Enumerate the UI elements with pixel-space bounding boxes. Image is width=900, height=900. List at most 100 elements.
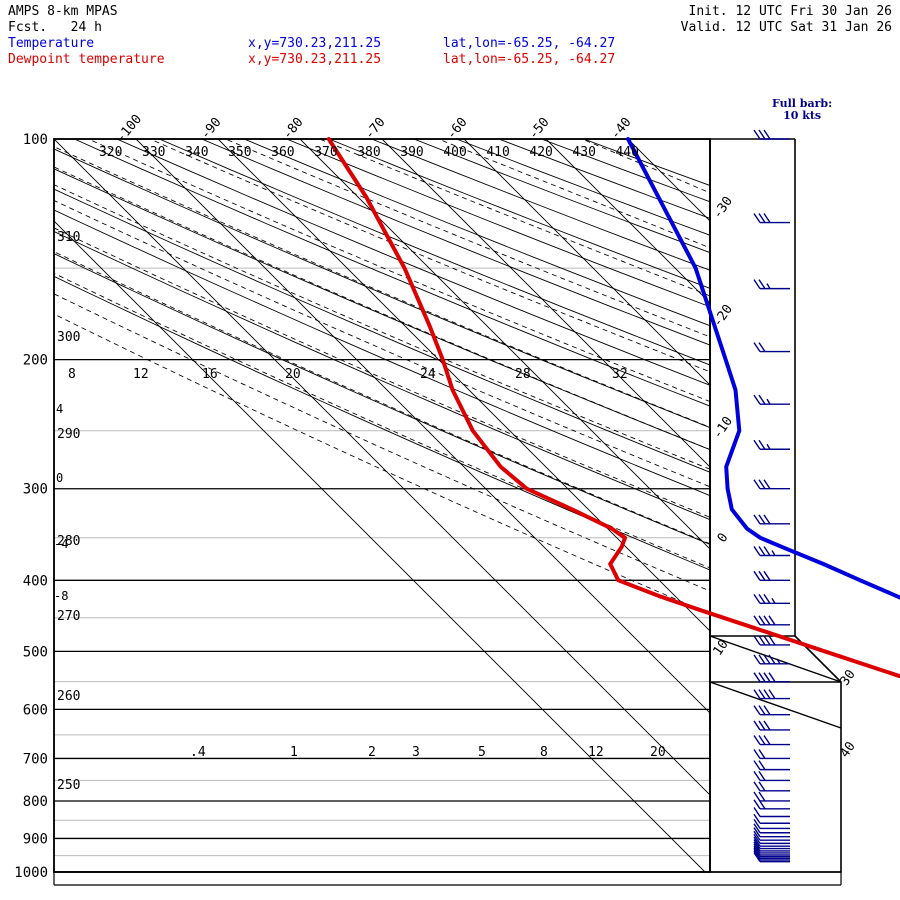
wind-barb-legend: Full barb: 10 kts xyxy=(772,98,832,122)
dry-adiabat-label: 440 xyxy=(615,145,638,160)
pressure-tick-label: 600 xyxy=(23,702,48,718)
mixing-ratio-label: 1 xyxy=(290,745,298,760)
pressure-tick-label: 700 xyxy=(23,751,48,767)
pressure-tick-label: 400 xyxy=(23,573,48,589)
wind-barb xyxy=(753,735,790,746)
wind-barb xyxy=(753,615,790,626)
dry-adiabat-label: 420 xyxy=(529,145,552,160)
dry-adiabat-label: 320 xyxy=(99,145,122,160)
isotherm-lines xyxy=(54,139,710,872)
mixing-ratio-label: 5 xyxy=(478,745,486,760)
wind-barb xyxy=(753,823,790,834)
mixing-ratio-label: 8 xyxy=(540,745,548,760)
dry-adiabat-label: 280 xyxy=(57,534,80,549)
wind-barb xyxy=(753,807,790,818)
temperature-right-tick: 10 xyxy=(710,637,731,658)
moist-adiabat-label: 0 xyxy=(56,471,63,485)
temperature-right-tick: 30 xyxy=(837,667,858,688)
grid-lines xyxy=(54,139,710,872)
dewpoint-xy: x,y=730.23,211.25 xyxy=(248,52,382,67)
wind-barb xyxy=(753,279,790,290)
wind-barb xyxy=(753,836,790,847)
dewpoint-trace xyxy=(326,137,900,679)
mixing-ratio-label: 12 xyxy=(588,745,604,760)
pressure-tick-label: 300 xyxy=(23,482,48,498)
temperature-right-tick: -30 xyxy=(710,194,736,222)
temperature-top-tick: -100 xyxy=(114,112,146,146)
mixing-ratio-label: .4 xyxy=(190,745,206,760)
dry-adiabat-label: 290 xyxy=(57,427,80,442)
wind-barb xyxy=(753,852,790,863)
moist-adiabat-label: -4 xyxy=(54,537,68,551)
wind-barb xyxy=(753,839,790,850)
barb-legend-line2: 10 kts xyxy=(783,109,822,122)
wind-barb xyxy=(753,570,790,582)
wind-barb xyxy=(753,129,790,140)
wind-barb xyxy=(753,654,790,665)
dry-adiabat-label: 270 xyxy=(57,609,80,624)
wind-barb xyxy=(753,749,790,760)
wind-barb xyxy=(753,720,790,731)
wind-barb xyxy=(753,841,790,852)
moist-adiabat-label: 20 xyxy=(285,367,301,382)
init-time: Init. 12 UTC Fri 30 Jan 26 xyxy=(688,4,893,19)
dewpoint-latlon: lat,lon=-65.25, -64.27 xyxy=(443,52,616,67)
model-title: AMPS 8-km MPAS xyxy=(8,4,118,19)
wind-barb xyxy=(753,546,790,557)
wind-barb xyxy=(753,847,790,858)
mixing-ratio-label: 3 xyxy=(412,745,420,760)
dry-adiabat-label: 350 xyxy=(228,145,251,160)
wind-barb xyxy=(753,394,790,405)
moist-adiabat-label: 28 xyxy=(515,367,531,382)
dry-adiabat-label: 330 xyxy=(142,145,165,160)
dry-adiabat-label: 400 xyxy=(443,145,466,160)
temperature-trace xyxy=(626,137,900,600)
mixing-ratio-label: 20 xyxy=(650,745,666,760)
wind-barb xyxy=(753,760,790,771)
wind-barb xyxy=(753,479,790,490)
pressure-tick-label: 100 xyxy=(23,132,48,148)
wind-barb xyxy=(753,833,790,845)
wind-barb xyxy=(753,672,790,683)
dry-adiabat-label: 380 xyxy=(357,145,380,160)
wind-barb xyxy=(753,593,790,605)
temperature-right-tick: 0 xyxy=(715,530,732,545)
dry-adiabat-label: 250 xyxy=(57,778,80,793)
dry-adiabat-label: 390 xyxy=(400,145,423,160)
moist-adiabat-label: 12 xyxy=(133,367,149,382)
dry-adiabat-label: 360 xyxy=(271,145,294,160)
wind-barb xyxy=(753,213,790,224)
valid-time: Valid. 12 UTC Sat 31 Jan 26 xyxy=(680,20,892,35)
wind-barb xyxy=(753,689,790,700)
wind-barb xyxy=(753,830,790,841)
dry-adiabat-label: 340 xyxy=(185,145,208,160)
dry-adiabat-label: 430 xyxy=(572,145,595,160)
wind-barb xyxy=(753,791,790,802)
wind-barb xyxy=(753,799,790,810)
wind-barb xyxy=(753,342,790,353)
pressure-tick-label: 800 xyxy=(23,794,48,810)
pressure-tick-label: 900 xyxy=(23,831,48,847)
moist-adiabat-label: 24 xyxy=(420,367,436,382)
dewpoint-legend-label: Dewpoint temperature xyxy=(8,52,165,67)
wind-barb xyxy=(753,845,790,856)
mixing-ratio-label: 2 xyxy=(368,745,376,760)
forecast-hour: Fcst. 24 h xyxy=(8,20,102,35)
dry-adiabat-label: 260 xyxy=(57,689,80,704)
temperature-right-tick: -10 xyxy=(710,414,736,442)
wind-barb-column xyxy=(753,129,790,863)
wind-barb xyxy=(753,813,790,824)
barb-legend-line1: Full barb: xyxy=(772,97,833,110)
wind-barb xyxy=(753,781,790,792)
temperature-latlon: lat,lon=-65.25, -64.27 xyxy=(443,36,616,51)
wind-barb xyxy=(753,635,790,646)
wind-barb xyxy=(753,439,790,450)
wind-barb xyxy=(753,843,790,854)
wind-barb xyxy=(753,705,790,716)
pressure-tick-label: 200 xyxy=(23,353,48,369)
wind-barb xyxy=(753,771,790,782)
plot-frame xyxy=(53,138,842,886)
dry-adiabat-label: 310 xyxy=(57,230,80,245)
dry-adiabat-label: 370 xyxy=(314,145,337,160)
